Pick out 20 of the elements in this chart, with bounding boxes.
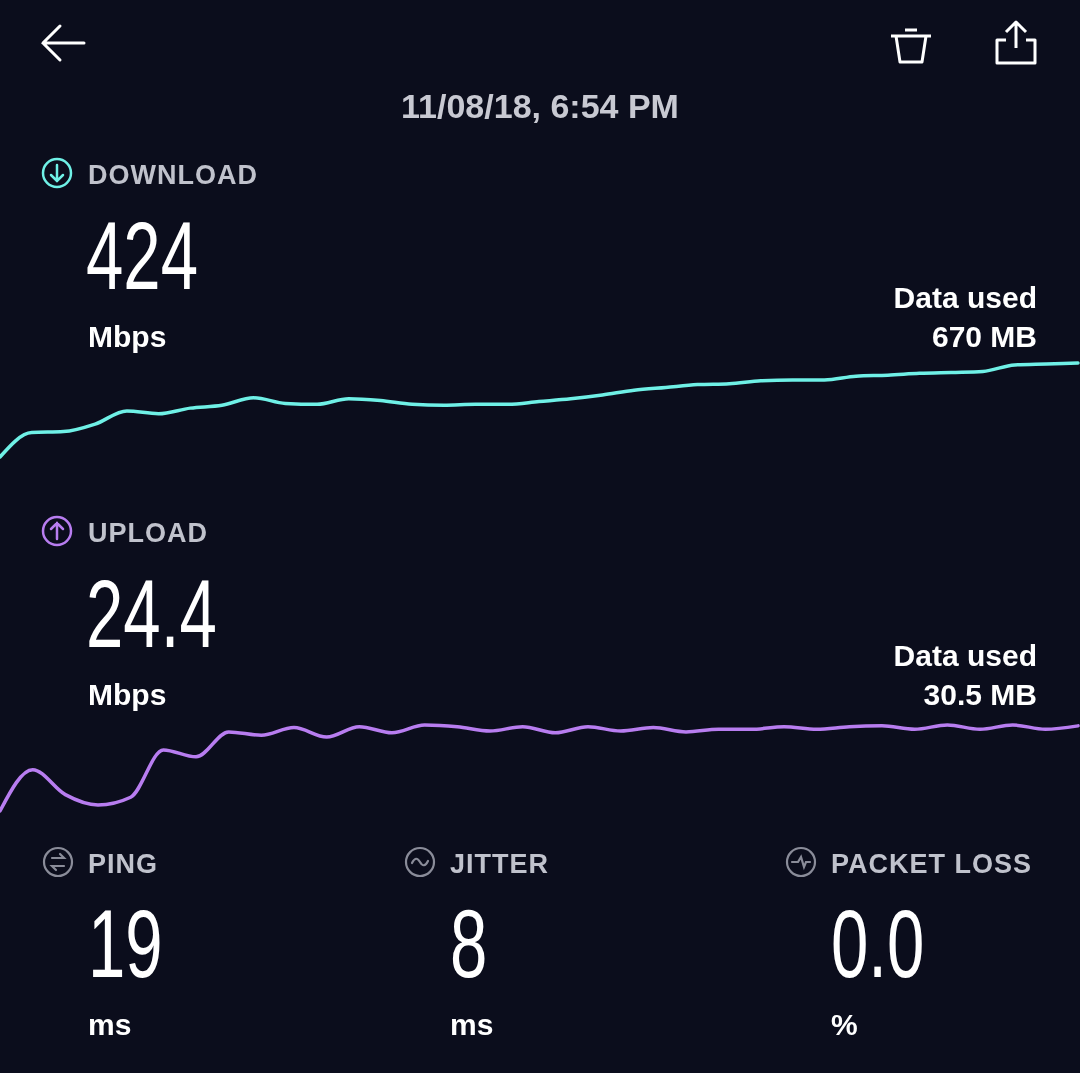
text: Data used — [893, 639, 1037, 672]
text: PING — [88, 849, 159, 879]
text: ms — [450, 1008, 494, 1041]
chart-title: UPLOAD — [88, 518, 208, 548]
text: ms — [88, 1008, 132, 1041]
text: JITTER — [450, 849, 550, 879]
text: 11/08/18, 6:54 PM — [401, 87, 679, 125]
text: 30.5 MB — [923, 678, 1037, 711]
text: 19 — [88, 890, 163, 998]
text: 0.0 — [831, 890, 925, 998]
chart-title: DOWNLOAD — [88, 160, 258, 190]
text: 670 MB — [931, 320, 1037, 353]
text: Mbps — [88, 678, 167, 711]
text: % — [831, 1008, 858, 1041]
text: Data used — [893, 281, 1037, 314]
text: 24.4 — [86, 560, 217, 668]
text: 424 — [86, 202, 199, 310]
text: 8 — [450, 890, 488, 998]
text: Mbps — [88, 320, 167, 353]
text: PACKET LOSS — [831, 849, 1033, 879]
